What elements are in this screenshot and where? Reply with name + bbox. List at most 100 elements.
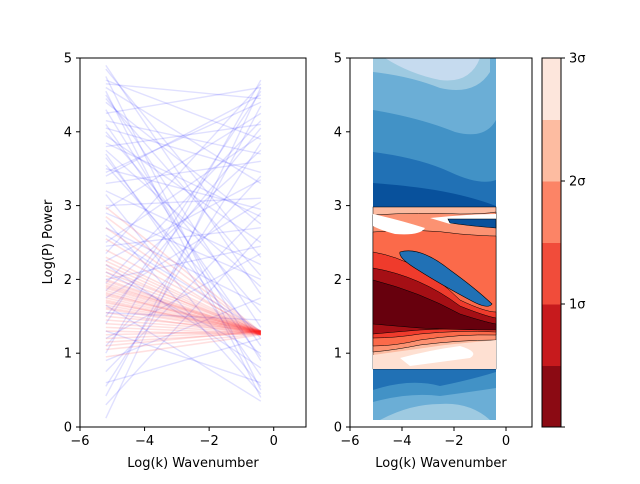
blue-line [105, 83, 262, 255]
blue-line [105, 120, 261, 155]
right-frame [349, 57, 533, 428]
blue-line [105, 160, 261, 185]
left-y-tick-label: 4 [64, 125, 72, 140]
blue-line [105, 311, 261, 321]
red-line [105, 308, 261, 335]
red-line [105, 330, 261, 336]
middle-red-contour [372, 206, 497, 370]
blue-line [105, 179, 262, 262]
blue-line [105, 112, 262, 210]
blue-line [105, 68, 262, 258]
colorbar-tick-label: 2σ [569, 175, 586, 190]
right-x-tick-label: −2 [444, 434, 463, 449]
blue-line [105, 127, 261, 174]
red-line [105, 274, 262, 333]
blue-line [105, 201, 262, 299]
red-line [105, 267, 262, 336]
blue-line [105, 124, 262, 347]
red-line [105, 315, 261, 332]
blue-line [105, 86, 262, 185]
blue-line [105, 79, 262, 140]
left-y-tick-label: 3 [64, 199, 72, 214]
blue-line [105, 90, 262, 398]
blue-line [105, 227, 261, 247]
blue-line [105, 271, 262, 354]
blue-line [105, 194, 262, 387]
blue-line [105, 212, 262, 281]
red-line [105, 238, 262, 336]
blue-island-2 [447, 218, 497, 229]
right-contour [372, 58, 497, 420]
blue-line [105, 149, 262, 291]
left-y-axis-label: Log(P) Power [41, 199, 56, 284]
lower-blue-contour [373, 369, 496, 420]
left-x-tick-label: −4 [135, 434, 154, 449]
red-line [105, 322, 261, 334]
right-axes: −6 −4 −2 0 0 1 2 3 4 5 [334, 52, 510, 450]
blue-line [105, 234, 262, 332]
right-x-tick-label: −6 [340, 434, 359, 449]
red-line [105, 330, 261, 336]
red-band-5 [372, 279, 497, 331]
left-x-axis-label: Log(k) Wavenumber [127, 456, 259, 471]
blue-line [105, 134, 262, 244]
red-line [105, 330, 261, 347]
red-line [105, 294, 261, 333]
right-y-tick-label: 4 [334, 125, 342, 140]
blue-line [105, 109, 262, 361]
colorbar-band [542, 119, 561, 182]
blue-line [105, 245, 261, 281]
blue-line [105, 197, 261, 207]
red-line [105, 256, 262, 333]
left-y-tick-label: 5 [64, 52, 72, 67]
blue-line [105, 86, 261, 115]
colorbar-band [542, 58, 561, 120]
blue-line [105, 190, 262, 266]
blue-line [105, 337, 261, 384]
colorbar-tick-label: 3σ [569, 52, 586, 67]
red-line [105, 263, 262, 335]
colorbar-band [542, 365, 561, 428]
blue-bottom-band-3 [380, 403, 490, 420]
right-y-tick-label: 1 [334, 347, 342, 362]
upper-blue-contour [373, 58, 496, 207]
blue-line [105, 153, 262, 376]
red-line [105, 319, 261, 333]
blue-line [105, 94, 262, 177]
red-line [105, 297, 261, 334]
blue-line [105, 227, 262, 306]
red-line [105, 300, 261, 336]
left-x-tick-label: 0 [270, 434, 278, 449]
right-panel: −6 −4 −2 0 0 1 2 3 4 5 [334, 52, 533, 450]
blue-line [105, 264, 262, 369]
left-x-tick-label: −6 [70, 434, 89, 449]
colorbar: 1σ 2σ 3σ [541, 52, 586, 428]
colorbar-band [542, 304, 561, 366]
right-y-tick-label: 5 [334, 52, 342, 67]
blue-line [105, 168, 261, 210]
blue-line [105, 219, 262, 395]
blue-line [105, 83, 261, 100]
left-red-lines [105, 206, 262, 358]
blue-line [105, 94, 262, 328]
left-y-tick-label: 0 [64, 421, 72, 436]
red-line [105, 331, 261, 340]
red-line [105, 287, 262, 334]
blue-band-5 [385, 58, 480, 81]
blue-line [105, 127, 262, 317]
right-y-tick-label: 3 [334, 199, 342, 214]
right-y-tick-label: 2 [334, 273, 342, 288]
red-line [105, 289, 262, 335]
red-line [105, 302, 261, 332]
blue-line [105, 157, 262, 358]
blue-line [105, 101, 262, 174]
blue-line [105, 123, 261, 148]
red-line [105, 282, 262, 336]
colorbar-band [542, 242, 561, 305]
red-line [105, 293, 261, 332]
colorbar-tick-label: 1σ [569, 298, 586, 313]
left-y-tick-label: 1 [64, 347, 72, 362]
blue-line [105, 131, 262, 314]
left-blue-lines [105, 64, 262, 419]
